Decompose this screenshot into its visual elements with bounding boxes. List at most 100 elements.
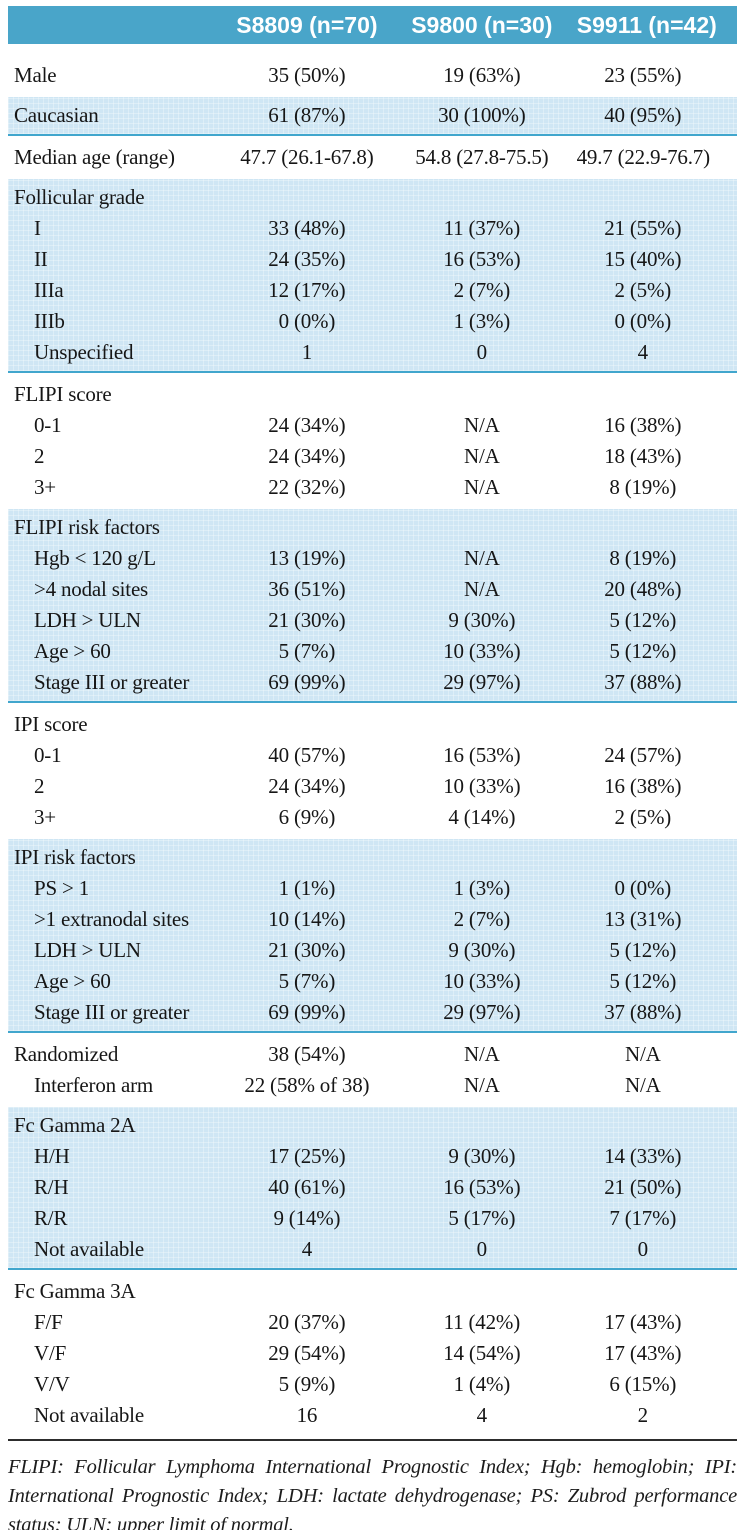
row-label: V/V bbox=[34, 1372, 70, 1396]
row-label: FLIPI score bbox=[14, 382, 112, 406]
cell-value: 24 (34%) bbox=[268, 774, 346, 798]
table-header-row: S8809 (n=70) S9800 (n=30) S9911 (n=42) bbox=[8, 6, 737, 44]
cell-value: 5 (12%) bbox=[609, 969, 677, 993]
cell-value: 36 (51%) bbox=[268, 577, 346, 601]
cell-value: 14 (54%) bbox=[443, 1341, 521, 1365]
table-row: Not available 4 0 0 bbox=[8, 1234, 737, 1265]
table-row: Interferon arm 22 (58% of 38) N/A N/A bbox=[8, 1070, 737, 1101]
cell-value: 40 (57%) bbox=[268, 743, 346, 767]
table-section: Randomized 38 (54%) N/A N/A Interferon arm 22… bbox=[8, 1033, 737, 1107]
cell-value: 6 (9%) bbox=[278, 805, 336, 829]
cell-value: 40 (61%) bbox=[268, 1175, 346, 1199]
row-label: 3+ bbox=[34, 805, 56, 829]
cell-value: 7 (17%) bbox=[609, 1206, 677, 1230]
cell-value: 16 (53%) bbox=[443, 1175, 521, 1199]
table-row: Stage III or greater 69 (99%) 29 (97%) 37 (… bbox=[8, 997, 737, 1028]
cell-value: N/A bbox=[464, 413, 500, 437]
cell-value: 14 (33%) bbox=[604, 1144, 682, 1168]
cell-value: 2 (7%) bbox=[453, 278, 511, 302]
cell-value: 12 (17%) bbox=[268, 278, 346, 302]
row-label: Fc Gamma 2A bbox=[14, 1113, 136, 1137]
cell-value: N/A bbox=[464, 444, 500, 468]
cell-value: 37 (88%) bbox=[604, 1000, 682, 1024]
cell-value: 33 (48%) bbox=[268, 216, 346, 240]
cell-value: N/A bbox=[464, 475, 500, 499]
row-label: Fc Gamma 3A bbox=[14, 1279, 136, 1303]
cell-value: N/A bbox=[464, 1073, 500, 1097]
row-label: LDH > ULN bbox=[34, 938, 141, 962]
table-section: Fc Gamma 3A F/F 20 (37%) 11 (42%) 17 (43%) V/… bbox=[8, 1270, 737, 1437]
table-row: Unspecified 1 0 4 bbox=[8, 337, 737, 368]
cell-value: 9 (14%) bbox=[273, 1206, 341, 1230]
table-section: Fc Gamma 2A H/H 17 (25%) 9 (30%) 14 (33%) R/H… bbox=[8, 1107, 737, 1270]
cell-value: 0 (0%) bbox=[614, 876, 672, 900]
cell-value: 18 (43%) bbox=[604, 444, 682, 468]
row-label: 0-1 bbox=[34, 743, 62, 767]
table-row: H/H 17 (25%) 9 (30%) 14 (33%) bbox=[8, 1141, 737, 1172]
cell-value: 4 bbox=[476, 1403, 488, 1427]
row-label: Randomized bbox=[14, 1042, 119, 1066]
cell-value: 19 (63%) bbox=[443, 63, 521, 87]
row-label: PS > 1 bbox=[34, 876, 90, 900]
cell-value: 1 bbox=[301, 340, 313, 364]
table-section: FLIPI risk factors Hgb < 120 g/L 13 (19%) N… bbox=[8, 509, 737, 703]
cell-value: 24 (34%) bbox=[268, 413, 346, 437]
table-row: IPI score bbox=[8, 709, 737, 740]
cell-value: 10 (14%) bbox=[268, 907, 346, 931]
row-label: IPI score bbox=[14, 712, 88, 736]
row-label: Caucasian bbox=[14, 103, 99, 127]
table-row: Age > 60 5 (7%) 10 (33%) 5 (12%) bbox=[8, 966, 737, 997]
cell-value: N/A bbox=[624, 1042, 661, 1066]
table-row: V/V 5 (9%) 1 (4%) 6 (15%) bbox=[8, 1369, 737, 1400]
table-row: LDH > ULN 21 (30%) 9 (30%) 5 (12%) bbox=[8, 605, 737, 636]
table-bottom-rule bbox=[8, 1439, 737, 1441]
table-row: I 33 (48%) 11 (37%) 21 (55%) bbox=[8, 213, 737, 244]
row-label: Median age (range) bbox=[14, 145, 175, 169]
cell-value: 5 (7%) bbox=[278, 639, 336, 663]
cell-value: 5 (7%) bbox=[278, 969, 336, 993]
cell-value: 24 (34%) bbox=[268, 444, 346, 468]
cell-value: 2 (5%) bbox=[614, 805, 672, 829]
row-label: 2 bbox=[34, 774, 45, 798]
cell-value: 16 (53%) bbox=[443, 247, 521, 271]
table-row: 3+ 6 (9%) 4 (14%) 2 (5%) bbox=[8, 802, 737, 833]
row-label: >4 nodal sites bbox=[34, 577, 149, 601]
cell-value: 13 (19%) bbox=[268, 546, 346, 570]
cell-value: 10 (33%) bbox=[443, 639, 521, 663]
cell-value: 61 (87%) bbox=[268, 103, 346, 127]
cell-value: N/A bbox=[464, 546, 500, 570]
cell-value: 16 (38%) bbox=[604, 413, 682, 437]
cell-value: 29 (97%) bbox=[443, 1000, 521, 1024]
cell-value: 17 (25%) bbox=[268, 1144, 346, 1168]
cell-value: 0 bbox=[476, 1237, 488, 1261]
table-row: FLIPI risk factors bbox=[8, 512, 737, 543]
table-section: Male 35 (50%) 19 (63%) 23 (55%) bbox=[8, 54, 737, 97]
cell-value: 22 (58% of 38) bbox=[244, 1073, 370, 1097]
cell-value: 9 (30%) bbox=[448, 608, 516, 632]
table-row: Not available 16 4 2 bbox=[8, 1400, 737, 1431]
column-header-s9911: S9911 (n=42) bbox=[576, 11, 717, 38]
table-section: FLIPI score 0-1 24 (34%) N/A 16 (38%) 2 24 (34… bbox=[8, 373, 737, 509]
cell-value: 5 (17%) bbox=[448, 1206, 516, 1230]
cell-value: 40 (95%) bbox=[604, 103, 682, 127]
row-label: Stage III or greater bbox=[34, 670, 190, 694]
row-label: R/R bbox=[34, 1206, 68, 1230]
cell-value: 2 (7%) bbox=[453, 907, 511, 931]
table-row: Randomized 38 (54%) N/A N/A bbox=[8, 1039, 737, 1070]
cell-value: 15 (40%) bbox=[604, 247, 682, 271]
row-label: Not available bbox=[34, 1237, 144, 1261]
table-row: 3+ 22 (32%) N/A 8 (19%) bbox=[8, 472, 737, 503]
row-label: F/F bbox=[34, 1310, 63, 1334]
row-label: 2 bbox=[34, 444, 45, 468]
table-row: 2 24 (34%) 10 (33%) 16 (38%) bbox=[8, 771, 737, 802]
row-label: II bbox=[34, 247, 48, 271]
cell-value: 54.8 (27.8-75.5) bbox=[415, 145, 549, 169]
table-row: Stage III or greater 69 (99%) 29 (97%) 37 (… bbox=[8, 667, 737, 698]
row-label: V/F bbox=[34, 1341, 67, 1365]
row-label: >1 extranodal sites bbox=[34, 907, 190, 931]
table-row: FLIPI score bbox=[8, 379, 737, 410]
row-label: H/H bbox=[34, 1144, 70, 1168]
cell-value: 16 bbox=[296, 1403, 318, 1427]
cell-value: N/A bbox=[464, 577, 500, 601]
